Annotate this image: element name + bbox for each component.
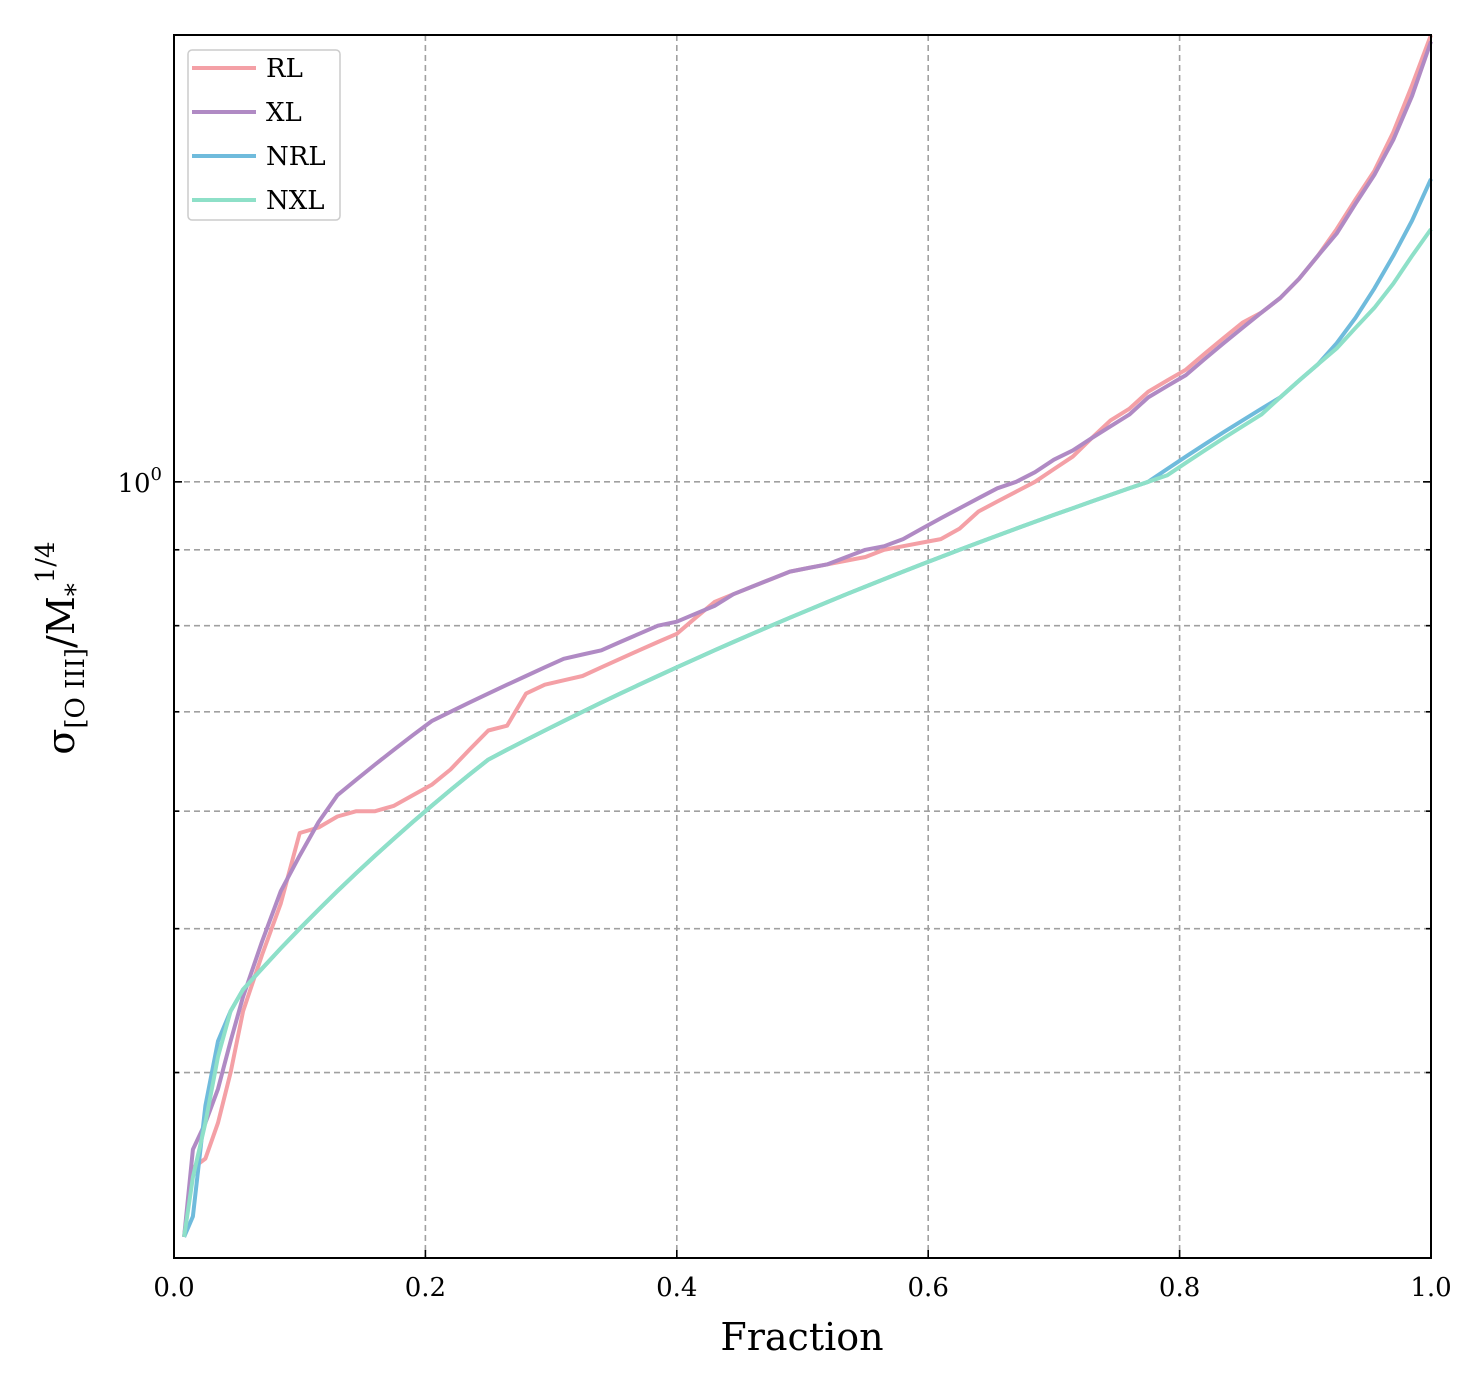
y-axis-title: σ[O III]/M*1/4: [31, 541, 91, 754]
x-tick-label: 0.0: [153, 1273, 194, 1303]
y-axis-ticks: 100: [117, 464, 1431, 1074]
x-tick-label: 0.2: [405, 1273, 446, 1303]
y-axis-title-mid: /M: [39, 596, 83, 648]
legend-label-nxl: NXL: [266, 186, 325, 216]
y-tick-label-exponent: 0: [151, 464, 162, 485]
legend-box: [187, 49, 341, 221]
svg-text:σ[O III]/M*1/4: σ[O III]/M*1/4: [31, 541, 91, 754]
legend-label-nrl: NRL: [266, 142, 326, 172]
y-tick-label: 100: [117, 464, 162, 499]
series-layer: [182, 34, 1433, 1238]
plot-frame: [173, 34, 1432, 1259]
y-axis-title-subscript: [O III]: [61, 648, 91, 729]
x-axis-title: Fraction: [720, 1315, 883, 1359]
series-line-xl: [182, 40, 1433, 1238]
x-axis-ticks: 0.0 0.2 0.4 0.6 0.8 1.0: [153, 1250, 1452, 1303]
y-axis-title-superscript: 1/4: [31, 541, 61, 583]
x-tick-label: 0.8: [1159, 1273, 1200, 1303]
grid-lines: [174, 35, 1431, 1258]
y-axis-title-star: *: [61, 583, 91, 596]
legend-label-xl: XL: [266, 98, 302, 128]
y-axis-title-sigma: σ: [39, 729, 83, 755]
legend: RL XL NRL NXL: [187, 49, 341, 221]
legend-label-rl: RL: [266, 54, 303, 84]
x-tick-label: 0.6: [908, 1273, 949, 1303]
x-tick-label: 0.4: [656, 1273, 697, 1303]
x-tick-label: 1.0: [1410, 1273, 1451, 1303]
series-line-nxl: [182, 227, 1433, 1238]
y-tick-label-base: 10: [117, 469, 150, 499]
